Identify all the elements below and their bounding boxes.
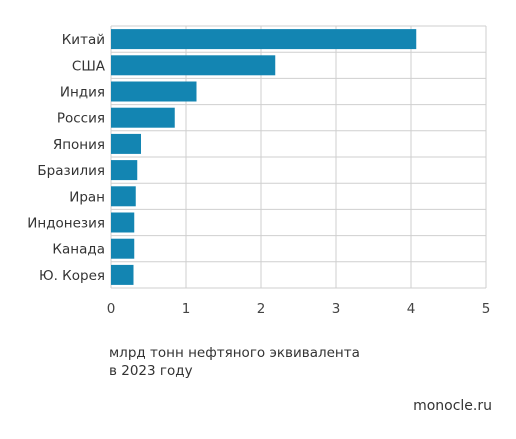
axis-caption: млрд тонн нефтяного эквивалента в 2023 г… <box>109 344 439 380</box>
x-tick-label: 5 <box>482 301 491 317</box>
category-label: Китай <box>62 32 105 48</box>
bar <box>111 133 141 154</box>
bar <box>111 160 138 181</box>
bar <box>111 107 175 128</box>
bars <box>111 29 417 285</box>
x-tick-label: 4 <box>407 301 416 317</box>
x-tick-labels: 0 1 2 3 4 5 <box>107 301 491 317</box>
bar <box>111 238 135 259</box>
x-tick-label: 3 <box>332 301 341 317</box>
x-tick-label: 1 <box>182 301 191 317</box>
axis-caption-line-1: млрд тонн нефтяного эквивалента <box>109 345 360 361</box>
category-label: Россия <box>57 111 105 127</box>
category-label: Япония <box>53 137 105 153</box>
x-tick-label: 0 <box>107 301 116 317</box>
bar <box>111 81 197 102</box>
category-label: Индия <box>60 85 105 101</box>
x-tick-label: 2 <box>257 301 266 317</box>
category-label: США <box>72 58 106 74</box>
axis-caption-line-2: в 2023 году <box>109 363 193 379</box>
category-labels: Китай США Индия Россия Япония Бразилия Иран Инд… <box>27 32 105 284</box>
bar <box>111 29 417 50</box>
source-credit: monocle.ru <box>413 398 492 414</box>
category-label: Индонезия <box>27 216 105 232</box>
bar <box>111 212 135 233</box>
bar-chart: Китай США Индия Россия Япония Бразилия Иран Инд… <box>27 25 491 317</box>
bar <box>111 55 276 76</box>
category-label: Бразилия <box>37 163 105 179</box>
bar <box>111 264 134 285</box>
bar <box>111 186 136 207</box>
category-label: Иран <box>69 189 105 205</box>
category-label: Ю. Корея <box>39 268 105 284</box>
category-label: Канада <box>52 242 105 258</box>
